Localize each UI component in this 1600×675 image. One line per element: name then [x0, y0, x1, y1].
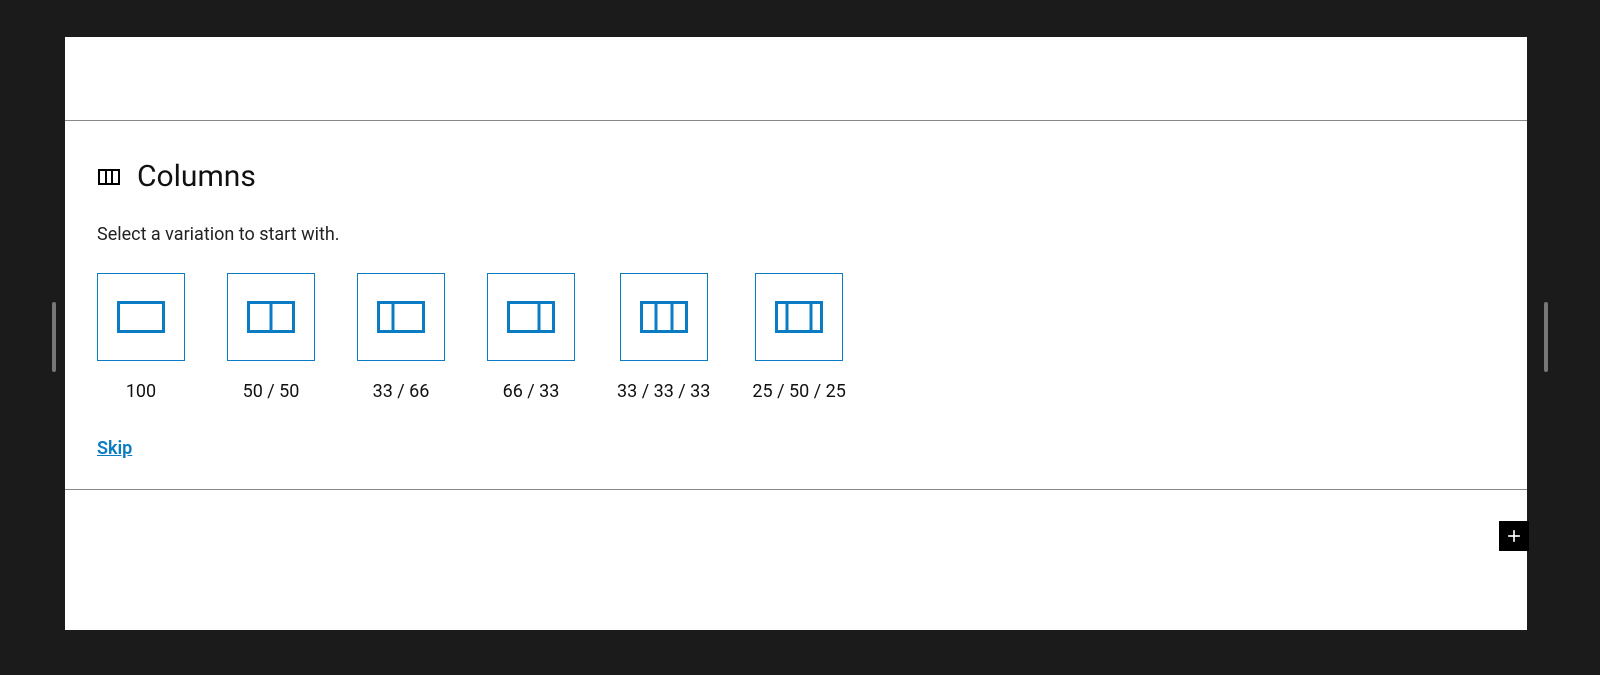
resize-handle-left[interactable] — [52, 302, 56, 372]
canvas-header-blank — [65, 37, 1527, 121]
variation-tile — [487, 273, 575, 361]
variation-33-33-33[interactable]: 33 / 33 / 33 — [617, 273, 710, 402]
variation-label: 25 / 50 / 25 — [752, 381, 845, 402]
variation-50-50[interactable]: 50 / 50 — [227, 273, 315, 402]
variation-tile — [97, 273, 185, 361]
variation-tile — [755, 273, 843, 361]
columns-block-chooser: Columns Select a variation to start with… — [65, 121, 1527, 490]
block-title: Columns — [137, 159, 256, 194]
variation-tile — [227, 273, 315, 361]
block-subtitle: Select a variation to start with. — [97, 224, 1495, 245]
variation-tile — [357, 273, 445, 361]
variation-tile — [620, 273, 708, 361]
block-title-row: Columns — [97, 159, 1495, 194]
variation-25-50-25[interactable]: 25 / 50 / 25 — [752, 273, 845, 402]
variation-label: 100 — [126, 381, 156, 402]
editor-canvas: Columns Select a variation to start with… — [65, 37, 1527, 630]
skip-link[interactable]: Skip — [97, 438, 132, 459]
variation-label: 33 / 66 — [373, 381, 430, 402]
variation-list: 100 50 / 50 33 / 66 66 / 33 33 / 33 / 33… — [97, 273, 1495, 402]
variation-label: 50 / 50 — [243, 381, 300, 402]
columns-icon — [97, 165, 121, 189]
variation-label: 33 / 33 / 33 — [617, 381, 710, 402]
variation-label: 66 / 33 — [503, 381, 560, 402]
resize-handle-right[interactable] — [1544, 302, 1548, 372]
add-block-button[interactable] — [1499, 521, 1529, 551]
variation-33-66[interactable]: 33 / 66 — [357, 273, 445, 402]
variation-66-33[interactable]: 66 / 33 — [487, 273, 575, 402]
variation-100[interactable]: 100 — [97, 273, 185, 402]
